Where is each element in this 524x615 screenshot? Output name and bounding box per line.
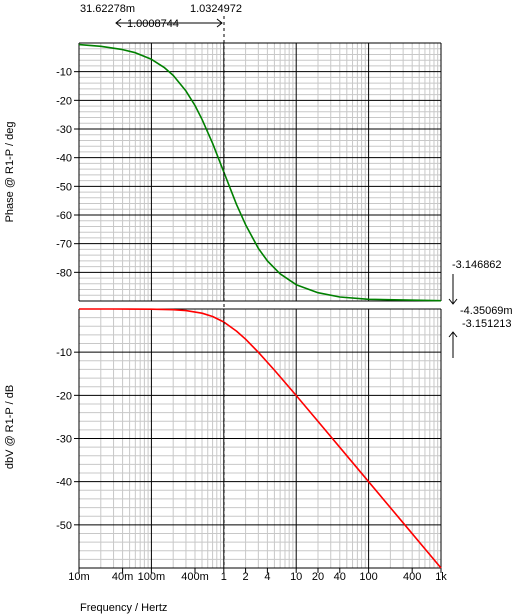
gain-plot: -10 -20 -30 -40 -50 <box>56 308 442 569</box>
cursor-x2-readout: 1.0324972 <box>190 3 242 15</box>
y-tick-label: -40 <box>56 477 72 489</box>
x-tick-label: 1k <box>435 571 447 583</box>
y-tick-label: -20 <box>56 390 72 402</box>
x-tick-label: 100m <box>138 571 166 583</box>
cursor-dy-readout: -4.35069m <box>460 305 513 317</box>
x-tick-label: 1 <box>221 571 227 583</box>
y-tick-label: -70 <box>56 239 72 251</box>
x-tick-label: 20 <box>312 571 324 583</box>
y-tick-label: -20 <box>56 95 72 107</box>
phase-y-axis-label: Phase @ R1-P / deg <box>4 122 16 223</box>
cursor-dx-readout: 1.0008744 <box>127 18 179 30</box>
cursor-dy-phase-readout: -3.146862 <box>452 259 502 271</box>
x-tick-label: 400 <box>403 571 421 583</box>
cursor-x1-readout: 31.62278m <box>80 3 135 15</box>
y-tick-label: -50 <box>56 181 72 193</box>
data-series-line <box>79 308 442 569</box>
x-tick-label: 4 <box>264 571 270 583</box>
y-tick-label: -30 <box>56 124 72 136</box>
x-tick-label: 10m <box>68 571 89 583</box>
y-tick-label: -10 <box>56 67 72 79</box>
x-axis-label: Frequency / Hertz <box>80 602 167 614</box>
y-tick-label: -40 <box>56 153 72 165</box>
y-tick-label: -30 <box>56 434 72 446</box>
x-tick-label: 40 <box>334 571 346 583</box>
cursor-dy-arrow <box>448 274 458 358</box>
y-tick-label: -10 <box>56 347 72 359</box>
x-tick-label: 100 <box>359 571 377 583</box>
gain-y-axis-label: dbV @ R1-P / dB <box>4 385 16 469</box>
x-tick-label: 400m <box>181 571 209 583</box>
y-tick-label: -50 <box>56 520 72 532</box>
x-tick-labels: 10m 40m 100m 400m 1 2 4 10 20 40 100 400 1k <box>68 568 447 583</box>
y-tick-label: -80 <box>56 267 72 279</box>
cursor-dy-gain-readout: -3.151213 <box>462 318 512 330</box>
cursor-dx-arrow <box>115 18 223 28</box>
x-tick-label: 40m <box>112 571 133 583</box>
y-tick-label: -60 <box>56 210 72 222</box>
x-tick-label: 2 <box>243 571 249 583</box>
data-series-line <box>78 43 442 302</box>
phase-plot: -10 -20 -30 -40 -50 -60 -70 -80 <box>56 42 442 302</box>
x-tick-label: 10 <box>290 571 302 583</box>
